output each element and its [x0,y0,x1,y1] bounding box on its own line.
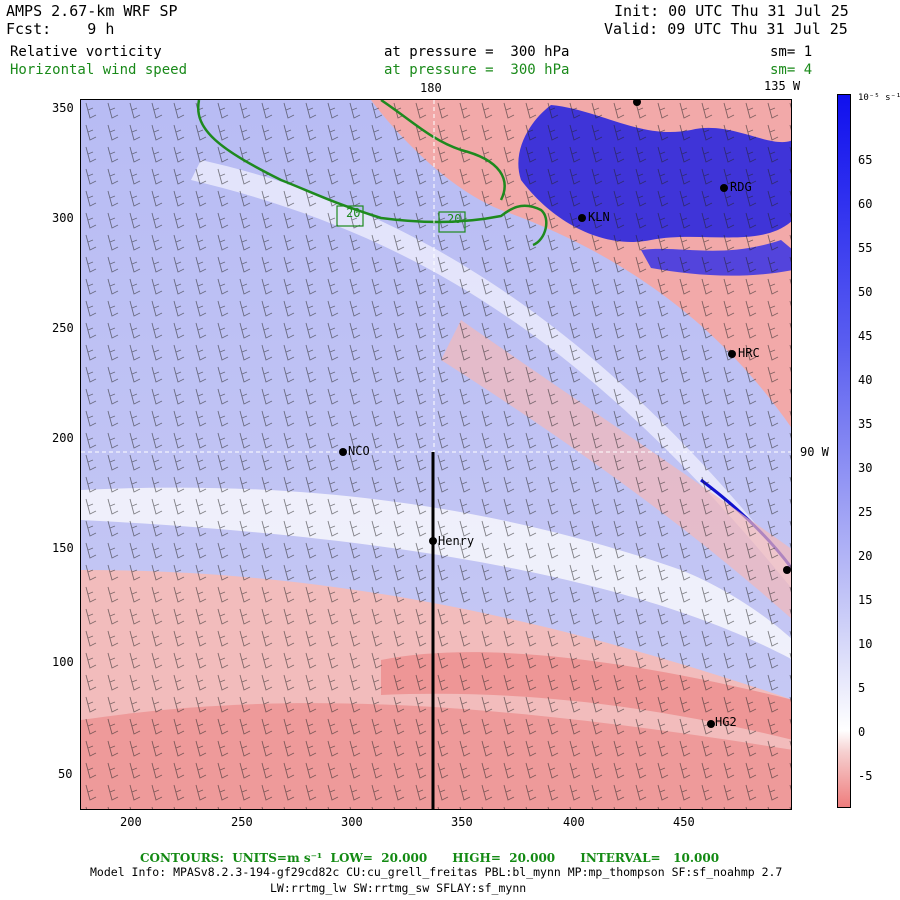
y-tick-label: 350 [52,101,74,115]
y-tick-label: 150 [52,541,74,555]
colorbar-units: 10⁻⁵ s⁻¹ [858,93,900,103]
colorbar-label: 0 [858,725,866,739]
colorbar-gradient [838,95,850,807]
x-tick-label: 400 [563,815,585,829]
y-tick-label: 300 [52,211,74,225]
colorbar-label: 10 [858,637,873,651]
x-tick-label: 300 [341,815,363,829]
contour-label: 20 [447,212,462,226]
model-info-line-1: Model Info: MPASv8.2.3-194-gf29cd82c CU:… [90,865,783,879]
contour-label: 20 [346,206,361,220]
colorbar-label: 5 [858,681,866,695]
colorbar-label: 25 [858,505,873,519]
field-2-level: at pressure = 300 hPa [384,62,570,78]
field-1-smoothing: sm= 1 [770,44,813,60]
init-time: Init: 00 UTC Thu 31 Jul 25 [614,2,849,20]
y-tick-label: 200 [52,431,74,445]
colorbar-label: -5 [858,769,873,783]
valid-time: Valid: 09 UTC Thu 31 Jul 25 [604,20,848,38]
station-label-hrc: HRC [738,346,760,360]
station-label-nco: NCO [348,444,370,458]
y-tick-label: 100 [52,655,74,669]
station-label-rdg: RDG [730,180,752,194]
colorbar-label: 60 [858,197,873,211]
y-tick-label: 50 [58,767,73,781]
field-2-smoothing: sm= 4 [770,62,813,78]
colorbar-label: 65 [858,153,873,167]
colorbar-label: 45 [858,329,873,343]
model-title: AMPS 2.67-km WRF SP [6,2,178,20]
station-label-hg2: HG2 [715,715,737,729]
field-1-level: at pressure = 300 hPa [384,44,570,60]
x-tick-label: 200 [120,815,142,829]
colorbar-label: 20 [858,549,873,563]
meridian-label-180: 180 [420,81,442,95]
field-2-name: Horizontal wind speed [10,62,188,78]
colorbar-label: 50 [858,285,873,299]
station-label-henry: Henry [438,534,475,548]
forecast-hour: Fcst: 9 h [6,20,115,38]
map-canvas [81,100,791,809]
model-info-line-2: LW:rrtmg_lw SW:rrtmg_sw SFLAY:sf_mynn [270,881,527,895]
contour-info: CONTOURS: UNITS=m s⁻¹ LOW= 20.000 HIGH= … [140,851,720,865]
vorticity-map [80,99,792,810]
colorbar-label: 15 [858,593,873,607]
x-tick-label: 450 [673,815,695,829]
meridian-label-135w: 135 W [764,79,801,93]
station-label-kln: KLN [588,210,610,224]
field-1-name: Relative vorticity [10,44,162,60]
colorbar-label: 35 [858,417,873,431]
x-tick-label: 250 [231,815,253,829]
colorbar [837,94,851,808]
colorbar-label: 55 [858,241,873,255]
meridian-label-90w: 90 W [800,445,829,459]
colorbar-label: 30 [858,461,873,475]
x-tick-label: 350 [451,815,473,829]
colorbar-label: 40 [858,373,873,387]
y-tick-label: 250 [52,321,74,335]
